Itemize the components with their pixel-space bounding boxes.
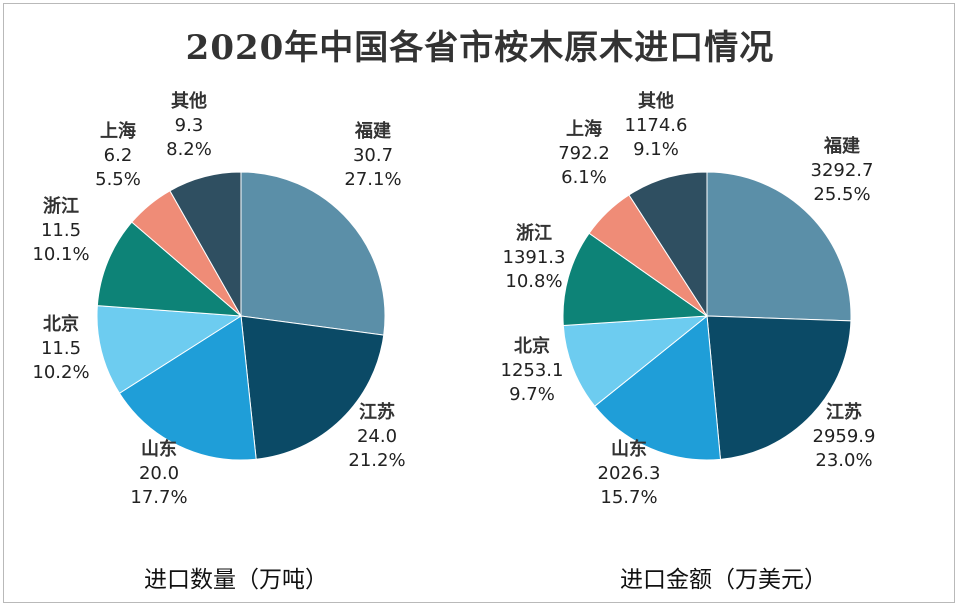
chart-title: 2020年中国各省市桉木原木进口情况 xyxy=(185,28,775,68)
slice-value: 1391.3 xyxy=(503,247,566,268)
slice-value: 3292.7 xyxy=(811,160,874,181)
slice-name: 上海 xyxy=(100,120,136,142)
slice-label-amount-beijing: 北京 1253.1 9.7% xyxy=(501,335,564,405)
slice-name: 其他 xyxy=(171,90,207,112)
slice-label-quantity-beijing: 北京 11.5 10.2% xyxy=(32,313,89,383)
slice-label-quantity-jiangsu: 江苏 24.0 21.2% xyxy=(348,401,405,471)
slice-label-amount-shandong: 山东 2026.3 15.7% xyxy=(598,438,661,508)
slice-value: 6.2 xyxy=(104,145,133,166)
pie-slice-amount-beijing xyxy=(562,315,709,407)
slice-name: 福建 xyxy=(354,120,391,142)
pie-slice-quantity-fujian xyxy=(240,171,386,336)
slice-name: 上海 xyxy=(566,118,602,140)
caption-amount: 进口金额（万美元） xyxy=(620,567,827,593)
slice-value: 9.3 xyxy=(175,115,204,136)
slice-label-amount-zhejiang: 浙江 1391.3 10.8% xyxy=(503,222,566,292)
slice-name: 北京 xyxy=(43,313,79,335)
slice-label-amount-fujian: 福建 3292.7 25.5% xyxy=(811,135,874,205)
slice-label-amount-other: 其他 1174.6 9.1% xyxy=(625,90,688,160)
slice-value: 24.0 xyxy=(357,426,397,447)
pie-slice-amount-shandong xyxy=(594,315,722,461)
slice-label-amount-shanghai: 上海 792.2 6.1% xyxy=(558,118,610,188)
slice-percent: 17.7% xyxy=(130,487,187,508)
slice-percent: 10.1% xyxy=(32,244,89,265)
slice-name: 山东 xyxy=(141,438,177,460)
slice-name: 浙江 xyxy=(516,222,552,244)
slice-name: 江苏 xyxy=(359,401,395,423)
pie-chart-amount: 福建 3292.7 25.5% 江苏 2959.9 23.0% 山东 2026.3 15.7% 北… xyxy=(501,90,876,508)
slice-label-quantity-shandong: 山东 20.0 17.7% xyxy=(130,438,187,508)
pie-slice-quantity-shandong xyxy=(118,315,257,461)
slice-value: 2026.3 xyxy=(598,463,661,484)
slice-name: 福建 xyxy=(823,135,860,157)
slice-percent: 10.8% xyxy=(505,271,562,292)
slice-percent: 15.7% xyxy=(600,487,657,508)
slice-value: 30.7 xyxy=(353,145,393,166)
slice-percent: 25.5% xyxy=(813,184,870,205)
slice-label-quantity-fujian: 福建 30.7 27.1% xyxy=(344,120,401,190)
slice-value: 11.5 xyxy=(41,338,81,359)
slice-label-quantity-shanghai: 上海 6.2 5.5% xyxy=(95,120,141,190)
pie-slice-quantity-beijing xyxy=(96,305,243,394)
slice-percent: 5.5% xyxy=(95,169,141,190)
slice-name: 山东 xyxy=(611,438,647,460)
pie-slice-quantity-jiangsu xyxy=(240,315,385,460)
slice-percent: 9.1% xyxy=(633,139,679,160)
pie-slice-quantity-zhejiang xyxy=(96,221,243,317)
pie-slice-amount-zhejiang xyxy=(562,232,709,327)
pie-slice-quantity-other xyxy=(169,171,242,318)
slice-percent: 10.2% xyxy=(32,362,89,383)
slice-value: 1253.1 xyxy=(501,360,564,381)
slice-value: 792.2 xyxy=(558,143,610,164)
slice-name: 北京 xyxy=(514,335,550,357)
slice-percent: 27.1% xyxy=(344,169,401,190)
slice-label-amount-jiangsu: 江苏 2959.9 23.0% xyxy=(813,401,876,471)
slice-percent: 21.2% xyxy=(348,450,405,471)
pie-chart-quantity: 福建 30.7 27.1% 江苏 24.0 21.2% 山东 20.0 17.7% 北京 11.5 1… xyxy=(32,90,405,508)
slice-value: 20.0 xyxy=(139,463,179,484)
slice-percent: 6.1% xyxy=(561,167,607,188)
slice-name: 其他 xyxy=(638,90,674,112)
slice-percent: 9.7% xyxy=(509,384,555,405)
chart-frame: 2020年中国各省市桉木原木进口情况 福建 30.7 27.1% 江苏 24.0 21.2… xyxy=(3,3,955,603)
slice-value: 1174.6 xyxy=(625,115,688,136)
slice-value: 2959.9 xyxy=(813,426,876,447)
slice-name: 浙江 xyxy=(43,195,79,217)
slice-name: 江苏 xyxy=(826,401,862,423)
pie-slice-amount-other xyxy=(628,171,708,318)
slice-percent: 8.2% xyxy=(166,139,212,160)
slice-value: 11.5 xyxy=(41,220,81,241)
slice-label-quantity-zhejiang: 浙江 11.5 10.1% xyxy=(32,195,89,265)
slice-percent: 23.0% xyxy=(815,450,872,471)
caption-quantity: 进口数量（万吨） xyxy=(144,567,328,593)
pie-slice-amount-fujian xyxy=(706,171,852,322)
slice-label-quantity-other: 其他 9.3 8.2% xyxy=(166,90,212,160)
pie-slice-amount-jiangsu xyxy=(706,315,852,460)
